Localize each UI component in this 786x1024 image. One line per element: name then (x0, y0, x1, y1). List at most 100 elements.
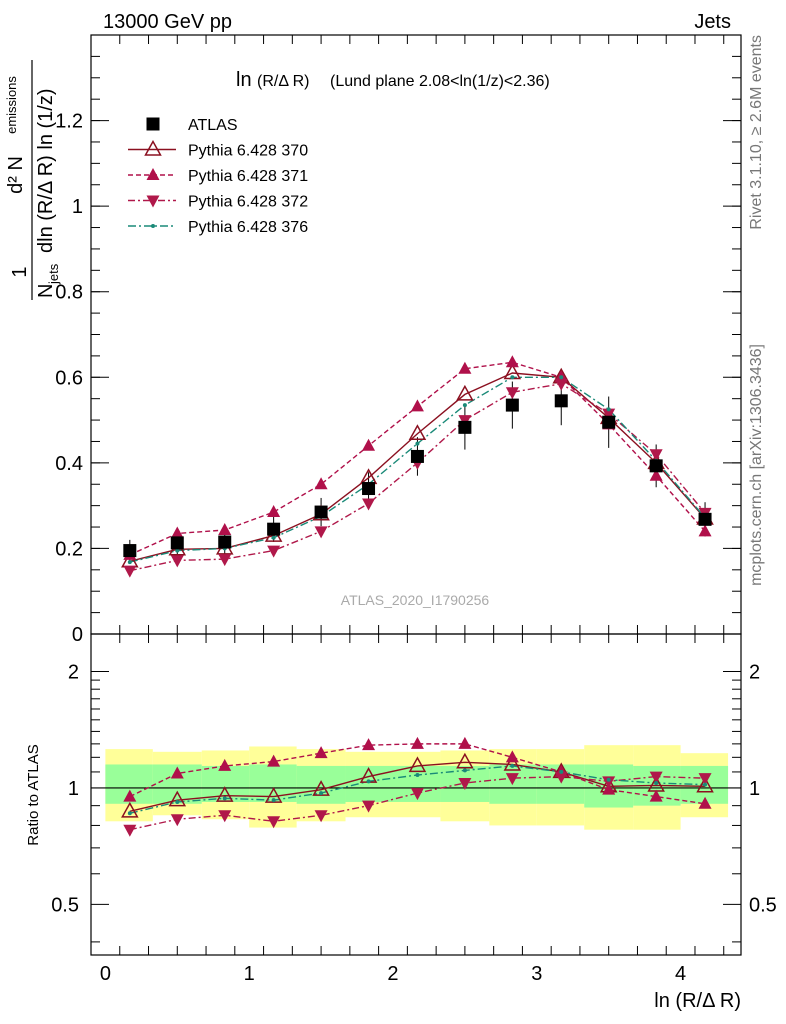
ratio-data-point (127, 811, 132, 816)
ratio-data-point (175, 799, 180, 804)
band-inner-bin (345, 765, 393, 802)
data-point (362, 438, 376, 451)
data-point (462, 403, 467, 408)
ratio-data-point (510, 763, 515, 768)
svg-text:emissions: emissions (4, 76, 19, 134)
ratio-data-point (410, 736, 424, 749)
svg-text:d² N: d² N (5, 156, 27, 194)
ylabel-main: 1 d² N emissions N jets dln (R/Δ R) ln (… (4, 60, 61, 300)
ratio-data-point (218, 810, 232, 823)
ylabel-ratio: Ratio to ATLAS (25, 744, 42, 845)
ratio-data-point (267, 754, 281, 767)
data-point (123, 544, 137, 558)
ratio-data-point (649, 789, 663, 802)
x-tick-label: 1 (244, 963, 255, 985)
ratio-data-point (559, 769, 564, 774)
legend-label: Pythia 6.428 376 (188, 219, 308, 236)
ratio-data-point (170, 814, 184, 827)
data-point (602, 408, 616, 421)
ratio-data-point (408, 756, 427, 773)
data-point (218, 523, 232, 536)
data-point (170, 536, 184, 550)
series-line (129, 382, 706, 572)
ratio-data-point (271, 798, 276, 803)
data-point (510, 375, 515, 380)
ratio-data-point (602, 782, 616, 795)
data-point (123, 565, 137, 578)
main-axes: 0 0.2 0.4 0.6 0.8 1 1.2 (55, 34, 741, 646)
data-point (127, 560, 132, 565)
ratio-data-point (123, 789, 137, 802)
data-point (458, 361, 472, 374)
data-point (649, 449, 663, 462)
ratio-data-point (649, 771, 663, 784)
data-point (505, 398, 519, 412)
data-point (415, 441, 420, 446)
ratio-y-tick-label-right: 2 (749, 661, 760, 683)
ratio-y-tick-label-right: 1 (749, 778, 760, 800)
ratio-y-tick-label: 0.5 (51, 894, 79, 916)
data-point (362, 482, 376, 496)
data-point (649, 459, 663, 473)
y-tick-label: 0.2 (55, 538, 83, 560)
svg-text:(Lund plane 2.08<ln(1/z)<2.36): (Lund plane 2.08<ln(1/z)<2.36) (330, 73, 550, 90)
ratio-data-point (505, 750, 519, 763)
plot-title: ln (R/Δ R) (Lund plane 2.08<ln(1/z)<2.36… (236, 69, 550, 91)
svg-text:dln (R/Δ R) ln (1/z): dln (R/Δ R) ln (1/z) (35, 88, 57, 253)
ratio-data-point (554, 771, 568, 784)
ratio-data-point (654, 780, 659, 785)
ratio-data-point (314, 810, 328, 823)
ratio-data-point (458, 736, 472, 749)
ratio-data-point (503, 754, 522, 771)
side-label-top: Rivet 3.1.10, ≥ 2.6M events (748, 35, 765, 230)
ratio-data-point (462, 768, 467, 773)
ratio-data-point (222, 796, 227, 801)
data-point (218, 554, 232, 567)
x-tick-label: 2 (387, 963, 398, 985)
data-point (602, 415, 616, 429)
ratio-data-point (314, 746, 328, 759)
data-point (505, 387, 519, 400)
legend-marker (146, 117, 160, 131)
y-tick-label: 0.4 (55, 453, 83, 475)
ratio-data-point (698, 796, 712, 809)
x-tick-label: 0 (100, 963, 111, 985)
legend-marker (146, 168, 160, 180)
svg-text:(R/Δ R): (R/Δ R) (257, 73, 309, 90)
data-point (410, 449, 424, 463)
ratio-data-point (696, 776, 714, 793)
ratio-data-point (410, 788, 424, 801)
svg-text:N: N (35, 284, 57, 298)
legend-label: ATLAS (188, 117, 238, 134)
header-right: Jets (694, 11, 731, 33)
ratio-data-point (698, 773, 712, 786)
data-point (170, 555, 184, 568)
legend-marker (151, 224, 155, 228)
data-point (559, 375, 564, 380)
data-point (458, 420, 472, 434)
y-tick-label: 0.8 (55, 282, 83, 304)
xlabel: ln (R/Δ R) (654, 990, 741, 1012)
data-point (410, 399, 424, 412)
ratio-data-point (170, 766, 184, 779)
band-inner-bin (489, 764, 537, 804)
ratio-data-point (456, 752, 474, 769)
ratio-data-point (215, 786, 234, 802)
data-point (698, 524, 712, 537)
ratio-data-point (602, 776, 616, 789)
data-point (505, 355, 519, 368)
data-point (170, 526, 184, 539)
ratio-series (121, 736, 714, 837)
data-point (314, 477, 328, 490)
legend-label: Pythia 6.428 371 (188, 168, 308, 185)
data-point (456, 384, 474, 401)
side-label-bottom: mcplots.cern.ch [arXiv:1306.3436] (748, 344, 765, 586)
data-point (698, 512, 712, 526)
y-tick-label: 0 (72, 624, 83, 646)
ratio-data-point (458, 777, 472, 790)
ratio-data-point (267, 816, 281, 829)
ratio-data-point (703, 782, 708, 787)
watermark: ATLAS_2020_I1790256 (341, 592, 490, 608)
svg-text:jets: jets (46, 263, 61, 285)
